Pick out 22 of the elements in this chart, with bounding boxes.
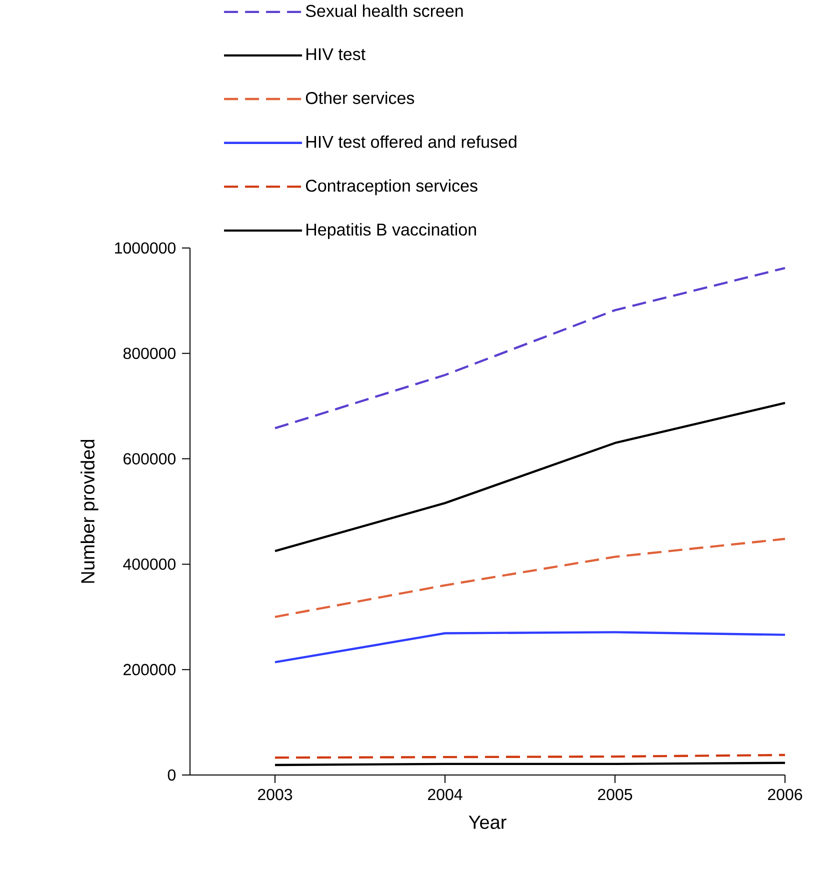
y-tick-label: 600000 — [124, 453, 176, 464]
y-tick-label: 400000 — [123, 558, 176, 570]
line-series — [274, 266, 786, 430]
y-tick-label: 0 — [168, 769, 176, 781]
legend-label: HIV test — [306, 48, 366, 60]
legend-label: HIV test offered and refused — [306, 135, 516, 148]
line-series — [274, 538, 786, 618]
y-tick-label: 200000 — [124, 664, 176, 676]
legend-label: Contraception services — [306, 179, 478, 196]
y-axis-title: Number provided — [80, 440, 98, 583]
line-series — [274, 631, 786, 664]
legend-label: Other services — [306, 92, 414, 104]
line-series — [274, 402, 786, 552]
x-axis-title: Year — [468, 816, 506, 829]
x-tick-label: 2004 — [428, 788, 462, 800]
legend-label: Sexual health screen — [306, 4, 463, 17]
x-tick-label: 2005 — [598, 788, 632, 800]
x-tick-label: 2006 — [768, 788, 802, 800]
y-tick-label: 1000000 — [115, 242, 176, 254]
legend-label: Hepatitis B vaccination — [306, 223, 476, 239]
x-tick-label: 2003 — [258, 788, 292, 800]
y-tick-label: 800000 — [123, 348, 176, 360]
